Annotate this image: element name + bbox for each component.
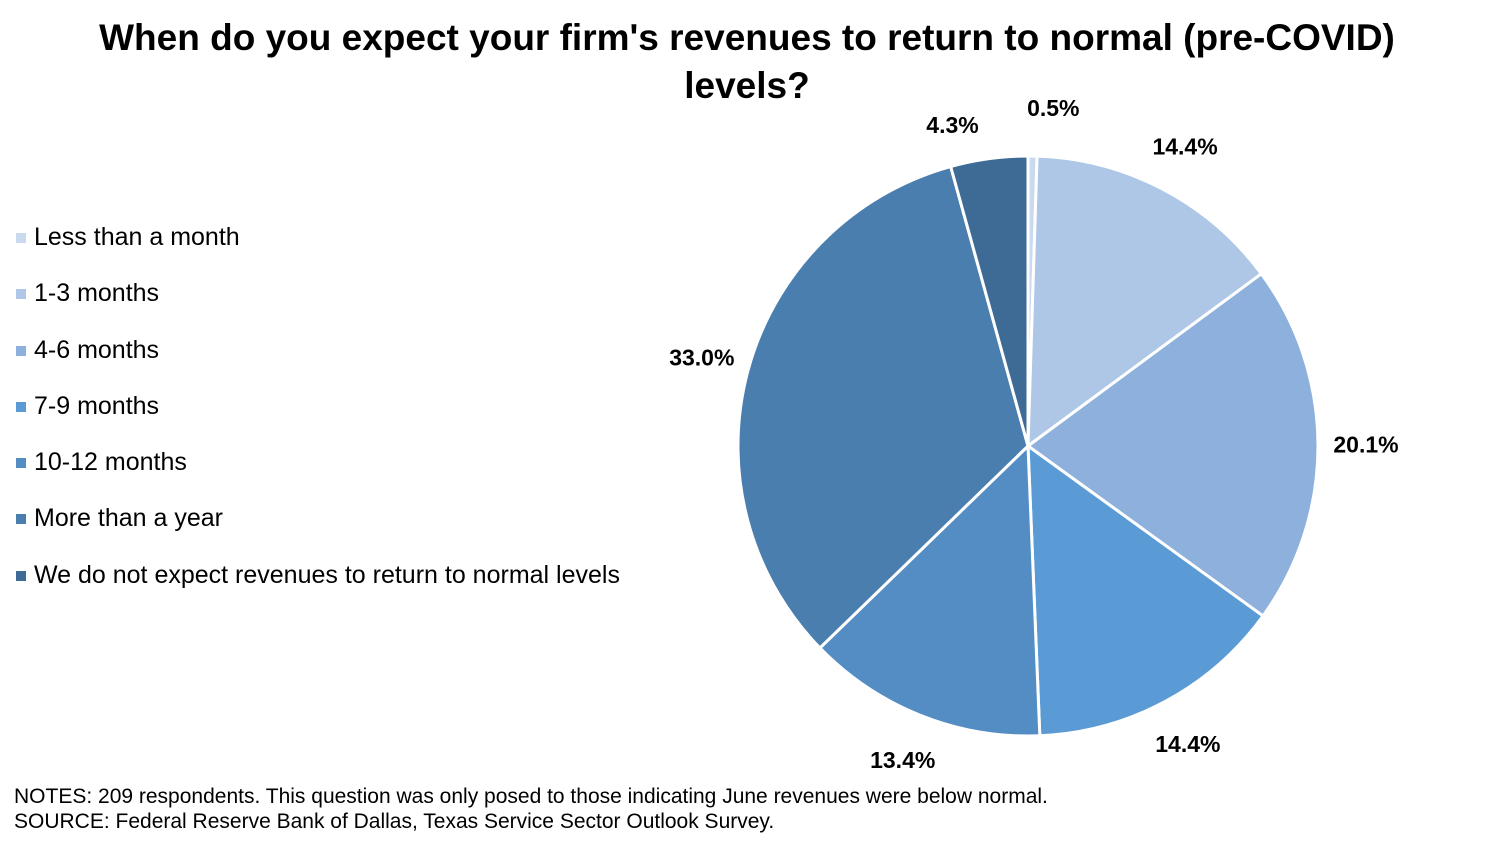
legend-swatch — [16, 233, 26, 243]
pie-data-label-5: 33.0% — [669, 344, 734, 370]
legend-swatch — [16, 345, 26, 356]
legend-swatch — [16, 458, 26, 469]
legend-label: We do not expect revenues to return to n… — [34, 560, 620, 589]
pie-slice-6 — [949, 154, 1030, 448]
legend-swatch — [16, 514, 26, 525]
pie-data-label-6: 4.3% — [926, 112, 978, 138]
legend-swatch — [16, 289, 26, 300]
pie-data-label-4: 13.4% — [870, 747, 935, 773]
pie-slice-3 — [1026, 444, 1265, 738]
notes-line: NOTES: 209 respondents. This question wa… — [14, 785, 1048, 808]
pie-data-label-1: 14.4% — [1152, 134, 1217, 160]
legend-item-less-than-a-month: Less than a month — [16, 218, 620, 274]
pie-slice-5 — [736, 164, 1030, 650]
pie-slice-4 — [818, 444, 1042, 738]
pie-slice-2 — [1026, 272, 1320, 618]
legend-label: 10-12 months — [34, 448, 187, 477]
legend-item-not-expected: We do not expect revenues to return to n… — [16, 556, 620, 612]
legend-label: 7-9 months — [34, 391, 160, 420]
legend-label: More than a year — [34, 504, 223, 533]
pie-slice-1 — [1026, 154, 1263, 448]
pie-data-label-2: 20.1% — [1333, 431, 1398, 457]
legend-item-10-12-months: 10-12 months — [16, 443, 620, 499]
legend-item-4-6-months: 4-6 months — [16, 331, 620, 387]
legend-swatch — [16, 401, 26, 412]
legend-item-more-than-a-year: More than a year — [16, 499, 620, 555]
legend-label: Less than a month — [34, 223, 240, 251]
pie-data-label-0: 0.5% — [1027, 95, 1079, 121]
chart-title: When do you expect your firm's revenues … — [0, 14, 1494, 110]
pie-data-label-3: 14.4% — [1155, 731, 1220, 757]
chart-legend: Less than a month 1-3 months 4-6 months … — [16, 218, 620, 612]
chart-title-line-1: When do you expect your firm's revenues … — [99, 17, 1395, 58]
chart-notes: NOTES: 209 respondents. This question wa… — [14, 784, 1048, 834]
source-line: SOURCE: Federal Reserve Bank of Dallas, … — [14, 810, 775, 833]
legend-label: 1-3 months — [34, 279, 160, 308]
legend-item-7-9-months: 7-9 months — [16, 387, 620, 443]
chart-title-line-2: levels? — [684, 65, 810, 106]
legend-item-1-3-months: 1-3 months — [16, 274, 620, 330]
legend-label: 4-6 months — [34, 335, 160, 364]
legend-swatch — [16, 570, 26, 581]
